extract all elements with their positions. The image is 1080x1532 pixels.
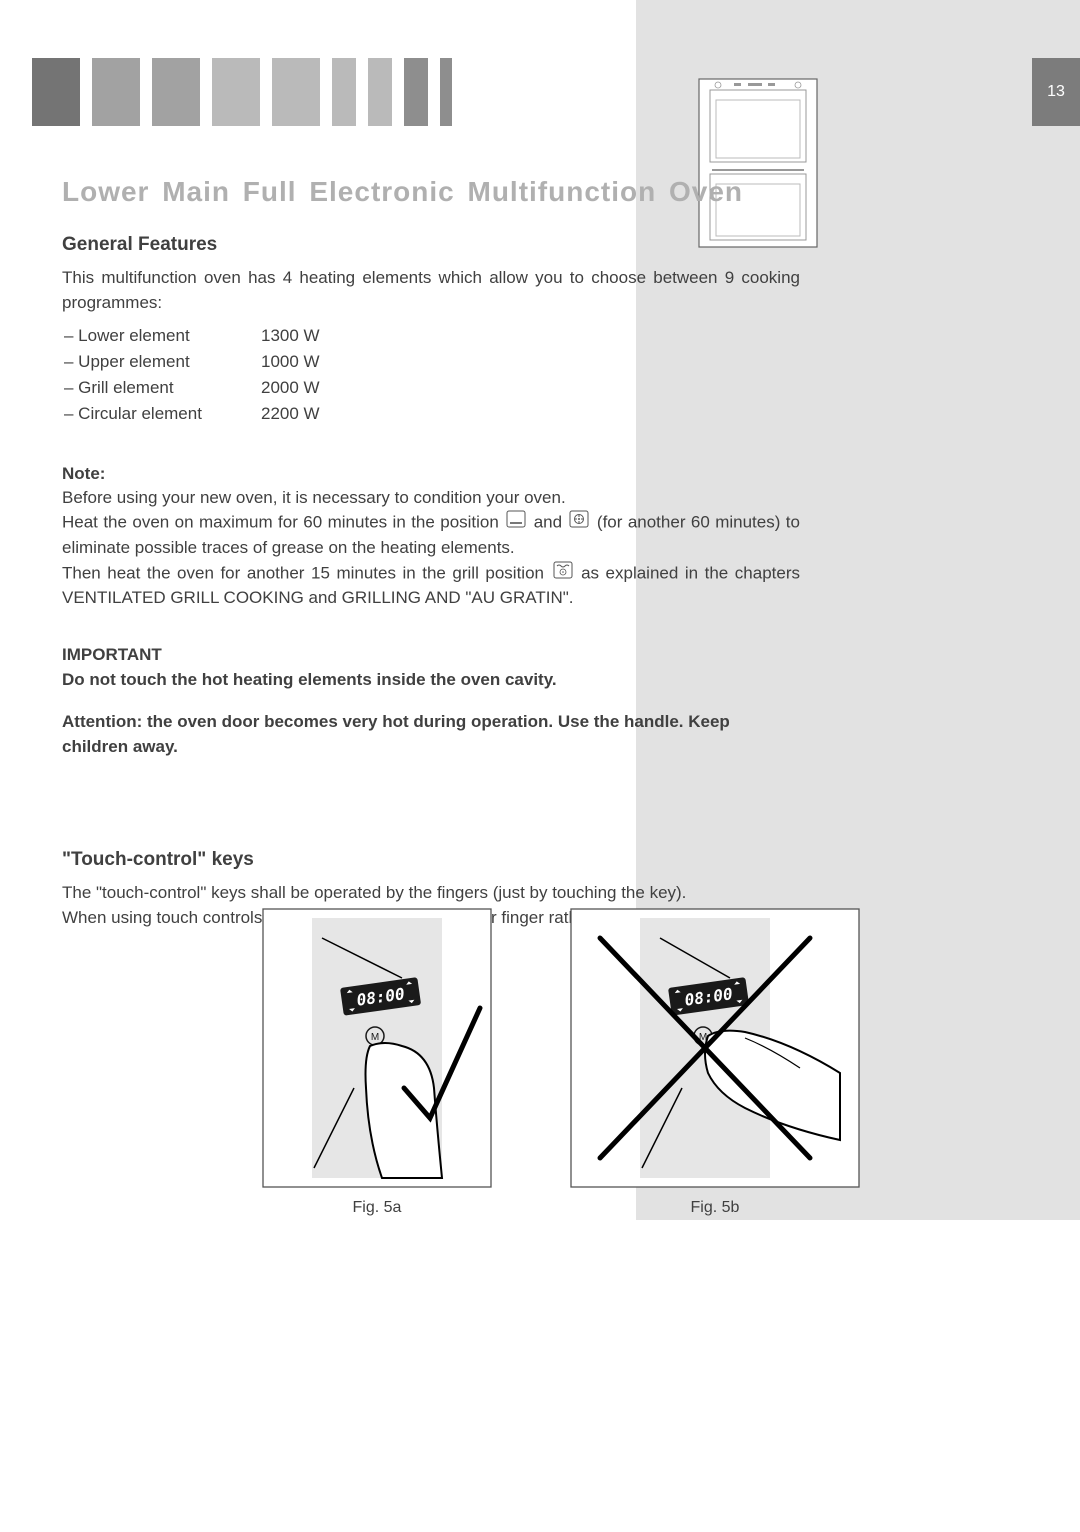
header-bar xyxy=(404,58,428,126)
page-number: 13 xyxy=(1047,83,1065,101)
note-line2b: and xyxy=(534,513,562,532)
figure-5b: 08:00 M Fig. 5b xyxy=(570,908,860,1217)
figures-row: 08:00 M Fig. 5a 08:00 xyxy=(262,908,860,1217)
note-label: Note: xyxy=(62,464,800,484)
fig-5b-caption: Fig. 5b xyxy=(570,1199,860,1217)
note-line2a: Heat the oven on maximum for 60 minutes … xyxy=(62,513,499,532)
page-number-tab: 13 xyxy=(1032,58,1080,126)
note-text: Before using your new oven, it is necess… xyxy=(62,486,800,611)
header-bar xyxy=(440,58,452,126)
main-content: Lower Main Full Electronic Multifunction… xyxy=(62,174,800,931)
header-bar xyxy=(368,58,392,126)
table-row: – Grill element2000 W xyxy=(64,376,320,400)
header-bar xyxy=(152,58,200,126)
table-row: – Upper element1000 W xyxy=(64,350,320,374)
page-title: Lower Main Full Electronic Multifunction… xyxy=(62,174,800,210)
general-features-intro: This multifunction oven has 4 heating el… xyxy=(62,266,800,315)
touch-control-heading: "Touch-control" keys xyxy=(62,849,800,871)
general-features-heading: General Features xyxy=(62,234,800,256)
important-block: IMPORTANT Do not touch the hot heating e… xyxy=(62,643,800,760)
bottom-heat-icon xyxy=(506,510,526,536)
element-wattage: 2200 W xyxy=(261,402,320,426)
header-bar xyxy=(92,58,140,126)
header-bar xyxy=(332,58,356,126)
element-wattage: 1000 W xyxy=(261,350,320,374)
touch-line1: The "touch-control" keys shall be operat… xyxy=(62,883,686,902)
element-name: – Circular element xyxy=(64,402,259,426)
important-line1: Do not touch the hot heating elements in… xyxy=(62,668,800,693)
note-line1: Before using your new oven, it is necess… xyxy=(62,488,566,507)
figure-5a: 08:00 M Fig. 5a xyxy=(262,908,492,1217)
table-row: – Circular element2200 W xyxy=(64,402,320,426)
header-bar xyxy=(212,58,260,126)
element-name: – Grill element xyxy=(64,376,259,400)
table-row: – Lower element1300 W xyxy=(64,324,320,348)
heating-elements-table: – Lower element1300 W– Upper element1000… xyxy=(62,322,322,428)
header-decoration-bars xyxy=(32,58,452,126)
element-name: – Upper element xyxy=(64,350,259,374)
grill-fan-icon xyxy=(553,561,573,587)
header-bar xyxy=(32,58,80,126)
fan-heat-icon xyxy=(569,510,589,536)
important-line2: Attention: the oven door becomes very ho… xyxy=(62,710,800,759)
element-wattage: 2000 W xyxy=(261,376,320,400)
fig-5a-caption: Fig. 5a xyxy=(262,1199,492,1217)
element-name: – Lower element xyxy=(64,324,259,348)
important-label: IMPORTANT xyxy=(62,643,800,668)
element-wattage: 1300 W xyxy=(261,324,320,348)
svg-text:M: M xyxy=(371,1032,379,1043)
note-line3a: Then heat the oven for another 15 minute… xyxy=(62,563,544,582)
header-bar xyxy=(272,58,320,126)
